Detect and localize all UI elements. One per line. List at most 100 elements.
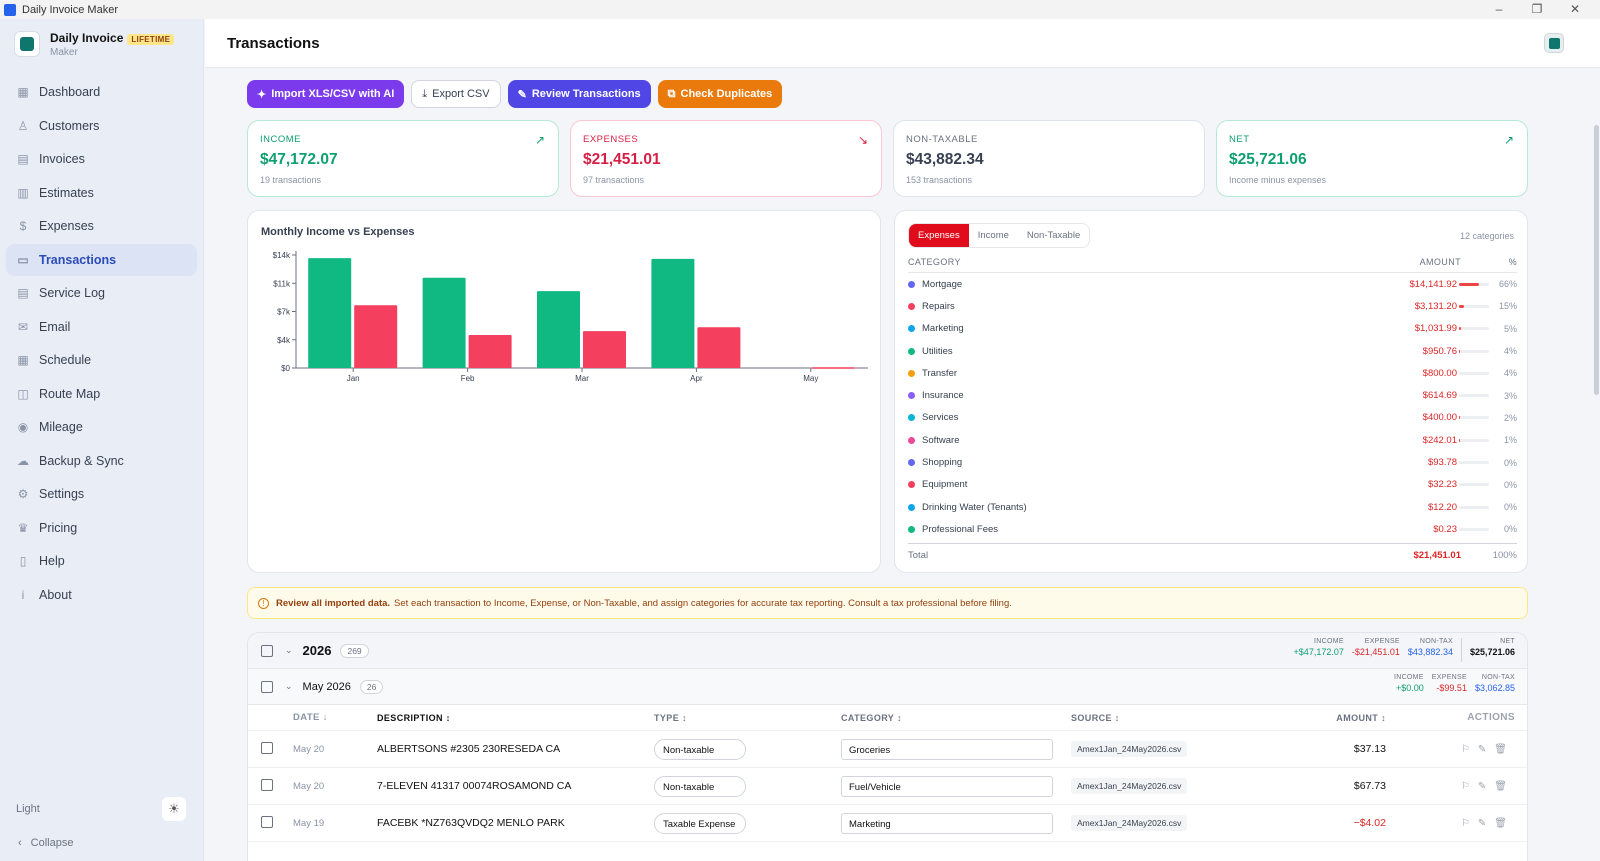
export-button[interactable]: ⤓ Export CSV: [411, 80, 501, 108]
category-amount: $800.00: [1422, 367, 1457, 379]
sidebar-item-service-log[interactable]: ▤ Service Log: [6, 277, 197, 309]
col-type[interactable]: TYPE ↕: [654, 712, 687, 723]
tab-expenses[interactable]: Expenses: [909, 224, 969, 247]
category-share-bar: [1459, 438, 1489, 442]
sidebar-item-settings[interactable]: ⚙ Settings: [6, 478, 197, 510]
edit-icon: ✎: [517, 88, 527, 101]
nontaxable-card: NON-TAXABLE $43,882.34 153 transactions: [893, 120, 1205, 197]
tab-non-taxable[interactable]: Non-Taxable: [1026, 230, 1081, 241]
table-row[interactable]: May 19 FACEBK *NZ763QVDQ2 MENLO PARK Taxab…: [248, 805, 1527, 842]
category-select[interactable]: Fuel/Vehicle: [841, 775, 1053, 797]
row-checkbox[interactable]: [261, 815, 273, 828]
edit-icon[interactable]: ✎: [1477, 817, 1495, 829]
edit-icon[interactable]: ✎: [1477, 743, 1495, 755]
table-row[interactable]: May 20 7-ELEVEN 41317 00074ROSAMOND CA Non…: [248, 768, 1527, 805]
flag-icon[interactable]: ⚐: [1460, 780, 1478, 792]
category-name: Mortgage: [922, 278, 963, 290]
close-icon[interactable]: ✕: [1569, 2, 1581, 16]
sidebar-item-schedule[interactable]: ▦ Schedule: [6, 344, 197, 376]
flag-icon[interactable]: ⚐: [1460, 817, 1478, 829]
col-pct: %: [1508, 257, 1517, 267]
check-duplicates-button[interactable]: ⧉ Check Duplicates: [657, 80, 783, 108]
month-checkbox[interactable]: [261, 680, 273, 693]
warning-icon: !: [258, 597, 269, 609]
sidebar-item-mileage[interactable]: ◉ Mileage: [6, 411, 197, 443]
sidebar-item-pricing[interactable]: ♛ Pricing: [6, 512, 197, 544]
type-select[interactable]: Non-taxable: [654, 775, 746, 797]
sidebar-item-about[interactable]: i About: [6, 579, 197, 611]
trash-icon[interactable]: 🗑: [1494, 780, 1515, 792]
year-checkbox[interactable]: [261, 644, 273, 657]
sidebar-item-expenses[interactable]: $ Expenses: [6, 210, 197, 242]
trash-icon[interactable]: 🗑: [1494, 743, 1515, 755]
category-amount: $1,031.99: [1414, 323, 1457, 335]
expenses-label: EXPENSES: [583, 134, 639, 145]
category-amount: $950.76: [1422, 345, 1457, 357]
alert-title: Review all imported data.: [276, 597, 391, 609]
y-tick-label: $0: [281, 364, 290, 373]
col-category[interactable]: CATEGORY ↕: [841, 712, 902, 723]
chevron-down-icon[interactable]: ⌄: [285, 681, 293, 691]
year-group-header[interactable]: ⌄ 2026 269 INCOME +$47,172.07 EXPENSE -$21…: [248, 633, 1527, 669]
edit-icon[interactable]: ✎: [1477, 780, 1495, 792]
collapse-button[interactable]: ‹ Collapse: [0, 827, 204, 861]
restore-icon[interactable]: ❐: [1531, 2, 1543, 16]
category-pct: 2%: [1503, 412, 1517, 423]
month-group-header[interactable]: ⌄ May 2026 26 INCOME +$0.00 EXPENSE -$99.5…: [248, 669, 1527, 705]
category-select[interactable]: Marketing: [841, 812, 1053, 834]
sidebar-item-backup-sync[interactable]: ☁ Backup & Sync: [6, 445, 197, 477]
sidebar-item-label: Pricing: [39, 520, 78, 535]
category-dot-icon: [908, 503, 915, 511]
flag-icon[interactable]: ⚐: [1460, 743, 1478, 755]
col-source[interactable]: SOURCE ↕: [1071, 712, 1120, 723]
category-row: Transfer $800.00 4%: [908, 362, 1517, 384]
review-button[interactable]: ✎ Review Transactions: [507, 80, 651, 108]
sidebar-nav: ▦ Dashboard ♙ Customers ▤ Invoices ▥ Estimates $…: [0, 76, 203, 611]
year-income-label: INCOME: [1314, 638, 1344, 645]
info-icon: i: [21, 587, 25, 602]
sidebar-item-label: Settings: [39, 487, 85, 501]
category-share-bar: [1459, 461, 1489, 465]
chevron-down-icon[interactable]: ⌄: [285, 645, 293, 655]
type-select[interactable]: Non-taxable: [654, 738, 746, 760]
window-titlebar: Daily Invoice Maker – ❐ ✕: [0, 0, 1600, 19]
sidebar-item-label: Expenses: [39, 219, 94, 233]
type-select[interactable]: Taxable Expense: [654, 812, 746, 834]
bar-jan-s2: [354, 305, 398, 368]
month-income: +$0.00: [1396, 683, 1424, 693]
sidebar-item-label: About: [39, 587, 72, 602]
scrollbar-thumb[interactable]: [1594, 125, 1599, 395]
category-select[interactable]: Groceries: [841, 738, 1053, 760]
sidebar-item-dashboard[interactable]: ▦ Dashboard: [6, 76, 197, 108]
sidebar-item-help[interactable]: ▯ Help: [6, 545, 197, 577]
year-income: +$47,172.07: [1293, 647, 1344, 657]
sun-icon[interactable]: ☀: [162, 797, 186, 821]
total-label: Total: [908, 549, 929, 561]
row-date: May 20: [293, 743, 325, 755]
row-checkbox[interactable]: [261, 778, 273, 791]
row-checkbox[interactable]: [261, 741, 273, 754]
col-description[interactable]: DESCRIPTION ↕: [377, 712, 451, 723]
sidebar-item-invoices[interactable]: ▤ Invoices: [6, 143, 197, 175]
tab-income[interactable]: Income: [977, 230, 1009, 241]
brand-name: Daily Invoice: [50, 31, 124, 45]
scrollbar[interactable]: [1592, 125, 1600, 861]
sidebar-item-route-map[interactable]: ◫ Route Map: [6, 378, 197, 410]
app-logo-icon[interactable]: [1544, 33, 1564, 53]
table-row[interactable]: May 20 ALBERTSONS #2305 230RESEDA CA Non-t…: [248, 731, 1527, 768]
arrow-up-right-icon: ↗: [1503, 133, 1514, 147]
trash-icon[interactable]: 🗑: [1494, 817, 1515, 829]
sidebar-item-email[interactable]: ✉ Email: [6, 311, 197, 343]
category-share-bar: [1459, 304, 1489, 308]
review-label: Review Transactions: [531, 88, 641, 100]
col-amount[interactable]: AMOUNT ↕: [1336, 712, 1386, 723]
category-amount: $614.69: [1422, 390, 1457, 402]
sidebar-item-transactions[interactable]: ▭ Transactions: [6, 243, 197, 276]
sidebar-item-customers[interactable]: ♙ Customers: [6, 110, 197, 142]
import-button[interactable]: ✦ Import XLS/CSV with AI: [247, 80, 405, 108]
document-icon: ▤: [17, 152, 29, 166]
bar-jan-s1: [308, 258, 352, 368]
minimize-icon[interactable]: –: [1495, 2, 1503, 16]
sidebar-item-estimates[interactable]: ▥ Estimates: [6, 177, 197, 209]
col-date[interactable]: DATE ↓: [293, 712, 328, 723]
